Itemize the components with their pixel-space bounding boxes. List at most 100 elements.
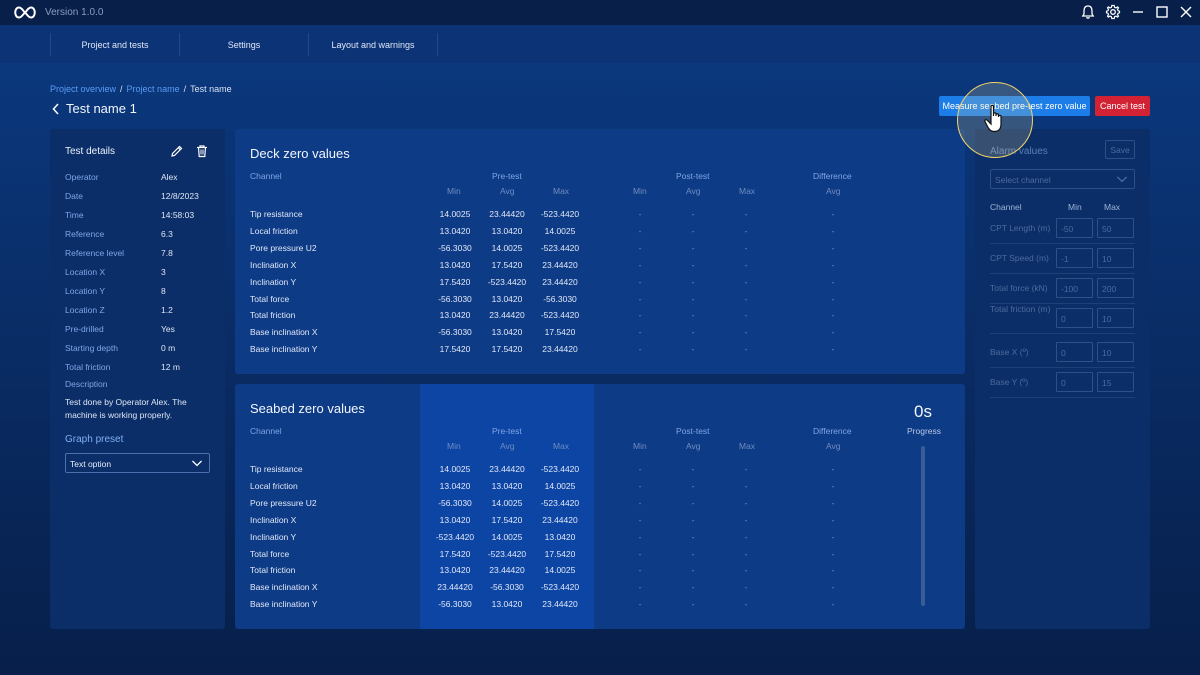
chevron-down-icon	[192, 460, 202, 467]
empty-value: -	[638, 599, 642, 610]
pre-test-max: 23.44420	[542, 276, 578, 287]
graph-preset-select[interactable]: Text option	[65, 453, 210, 473]
pre-test-min: 13.0420	[439, 514, 471, 525]
empty-value: -	[744, 293, 748, 304]
empty-value: -	[638, 242, 642, 253]
empty-value: -	[744, 531, 748, 542]
close-icon[interactable]	[1178, 4, 1194, 20]
nav-bar: Project and tests Settings Layout and wa…	[0, 25, 1200, 64]
detail-value: 12 m	[161, 362, 180, 372]
empty-value: -	[831, 514, 835, 525]
pre-test-avg: 14.0025	[491, 531, 523, 542]
select-channel-placeholder: Select channel	[995, 175, 1051, 185]
breadcrumb-project-overview[interactable]: Project overview	[50, 84, 117, 94]
channel-label: Inclination Y	[250, 531, 297, 542]
col-subheader: Max	[739, 441, 756, 451]
col-subheader: Avg	[686, 186, 701, 196]
edit-icon[interactable]	[170, 144, 184, 158]
alarm-col-max: Max	[1104, 202, 1121, 212]
alarm-col-min: Min	[1068, 202, 1082, 212]
empty-value: -	[691, 209, 695, 219]
detail-value: 7.8	[161, 248, 173, 258]
detail-key: Reference level	[65, 248, 125, 258]
channel-label: Total force	[250, 293, 290, 304]
bell-icon[interactable]	[1080, 4, 1096, 20]
pre-test-avg: -523.4420	[487, 276, 527, 287]
alarm-min-input[interactable]: -50	[1056, 218, 1093, 238]
col-subheader: Avg	[826, 441, 841, 451]
pre-test-min: 13.0420	[439, 225, 471, 236]
alarm-min-input[interactable]: -100	[1056, 278, 1093, 298]
alarm-min-input[interactable]: 0	[1056, 342, 1093, 362]
back-chevron-icon[interactable]	[52, 102, 60, 115]
empty-value: -	[638, 310, 642, 321]
alarm-min-input[interactable]: -1	[1056, 248, 1093, 268]
col-subheader: Min	[633, 186, 647, 196]
breadcrumb: Project overview / Project name / Test name	[50, 84, 232, 94]
pre-test-avg: 17.5420	[491, 259, 523, 270]
empty-value: -	[744, 565, 748, 576]
pre-test-max: 13.0420	[544, 531, 576, 542]
alarm-row-divider	[990, 333, 1135, 334]
pre-test-min: -523.4420	[435, 531, 475, 542]
col-subheader: Avg	[500, 441, 515, 451]
cancel-test-button[interactable]: Cancel test	[1095, 96, 1150, 116]
col-pre-test-header: Pre-test	[492, 171, 522, 181]
gear-icon[interactable]	[1105, 4, 1121, 20]
page-title-text: Test name 1	[66, 101, 137, 116]
empty-value: -	[638, 259, 642, 270]
alarm-channel-label: Total force (kN)	[990, 283, 1048, 293]
pre-test-max: 17.5420	[544, 327, 576, 338]
nav-tab-settings[interactable]: Settings	[179, 33, 308, 56]
channel-label: Local friction	[250, 480, 298, 491]
alarm-max-input[interactable]: 10	[1097, 342, 1134, 362]
pre-test-min: 13.0420	[439, 310, 471, 321]
pre-test-avg: 13.0420	[491, 480, 523, 491]
minimize-icon[interactable]	[1130, 4, 1146, 20]
alarm-max-input[interactable]: 10	[1097, 308, 1134, 328]
empty-value: -	[744, 225, 748, 236]
channel-label: Total friction	[250, 565, 296, 576]
channel-label: Pore pressure U2	[250, 497, 317, 508]
empty-value: -	[638, 327, 642, 338]
pre-test-min: 13.0420	[439, 480, 471, 491]
select-channel-dropdown[interactable]: Select channel	[990, 169, 1135, 189]
chevron-down-icon	[1117, 176, 1127, 183]
empty-value: -	[691, 480, 695, 491]
alarm-min-input[interactable]: 0	[1056, 372, 1093, 392]
alarm-channel-label: Base Y (º)	[990, 377, 1029, 387]
empty-value: -	[831, 242, 835, 253]
pre-test-min: 17.5420	[439, 276, 471, 287]
pre-test-min: -56.3030	[438, 599, 472, 610]
breadcrumb-project-name[interactable]: Project name	[126, 84, 180, 94]
hand-cursor-icon	[984, 104, 1002, 133]
empty-value: -	[691, 242, 695, 253]
alarm-max-input[interactable]: 10	[1097, 248, 1134, 268]
alarm-max-input[interactable]: 50	[1097, 218, 1134, 238]
alarm-max-input[interactable]: 15	[1097, 372, 1134, 392]
empty-value: -	[638, 344, 642, 355]
maximize-icon[interactable]	[1154, 4, 1170, 20]
pre-test-max: -523.4420	[540, 242, 580, 253]
pre-test-max: 14.0025	[544, 480, 576, 491]
nav-tab-project-and-tests[interactable]: Project and tests	[50, 33, 179, 56]
channel-label: Tip resistance	[250, 464, 303, 474]
empty-value: -	[744, 464, 748, 474]
empty-value: -	[831, 259, 835, 270]
save-button[interactable]: Save	[1105, 140, 1135, 159]
col-subheader: Min	[447, 186, 461, 196]
trash-icon[interactable]	[195, 144, 209, 158]
channel-label: Local friction	[250, 225, 298, 236]
description-label: Description	[65, 379, 108, 389]
col-post-test-header: Post-test	[676, 426, 710, 436]
empty-value: -	[638, 531, 642, 542]
alarm-max-input[interactable]: 200	[1097, 278, 1134, 298]
alarm-min-input[interactable]: 0	[1056, 308, 1093, 328]
pre-test-avg: 17.5420	[491, 344, 523, 355]
col-subheader: Avg	[826, 186, 841, 196]
alarm-row-divider	[990, 243, 1135, 244]
pre-test-avg: 23.44420	[489, 310, 525, 321]
nav-tab-layout-and-warnings[interactable]: Layout and warnings	[308, 33, 437, 56]
empty-value: -	[691, 599, 695, 610]
graph-preset-value: Text option	[70, 459, 112, 469]
